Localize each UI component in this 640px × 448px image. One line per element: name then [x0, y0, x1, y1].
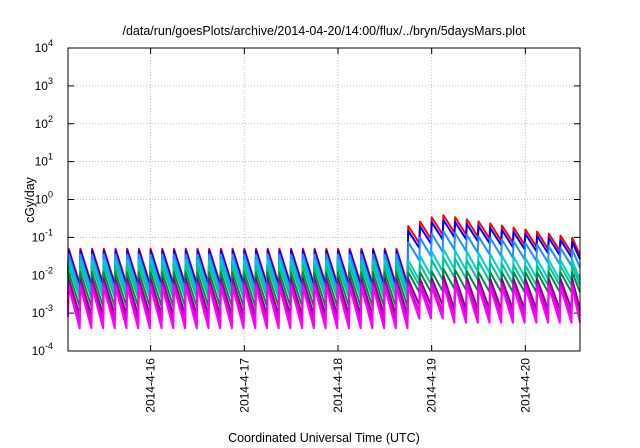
y-tick-label: 10-2	[32, 265, 53, 282]
y-tick-label: 103	[35, 76, 53, 93]
x-tick-labels: 2014-4-16 2014-4-17 2014-4-18 2014-4-19 2014…	[144, 358, 533, 413]
y-tick-label: 10-3	[32, 303, 53, 320]
x-tick-label: 2014-4-19	[425, 358, 439, 413]
series-line	[67, 283, 581, 330]
y-tick-label: 102	[35, 114, 53, 131]
x-tick-label: 2014-4-16	[144, 358, 158, 413]
y-axis-label: cGy/day	[23, 176, 37, 223]
y-tick-label: 104	[35, 38, 53, 55]
series-group	[67, 214, 581, 330]
x-axis-label: Coordinated Universal Time (UTC)	[228, 431, 420, 445]
x-tick-label: 2014-4-20	[518, 358, 532, 413]
x-tick-label: 2014-4-18	[331, 358, 345, 413]
y-tick-label: 10-1	[32, 227, 53, 244]
y-tick-label: 10-4	[32, 341, 53, 358]
x-tick-label: 2014-4-17	[237, 358, 251, 413]
chart-title: /data/run/goesPlots/archive/2014-04-20/1…	[122, 24, 526, 38]
y-tick-label: 101	[35, 152, 53, 169]
plot-frame	[67, 47, 581, 352]
y-tick-label: 100	[35, 190, 53, 207]
